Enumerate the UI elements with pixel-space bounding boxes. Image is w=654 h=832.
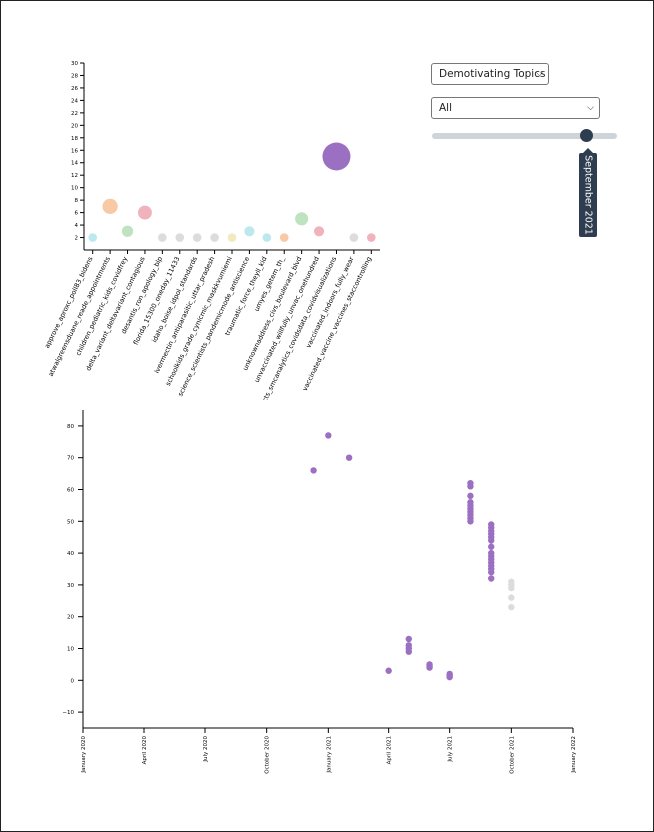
bubble-point — [192, 233, 202, 242]
bubble-point — [88, 233, 98, 242]
x-tick-label: July 2020 — [203, 736, 209, 763]
y-tick-label: 18 — [71, 136, 78, 142]
chevron-down-icon: ⌵ — [536, 69, 543, 79]
scatter-point — [488, 575, 495, 582]
topic-select[interactable]: Demotivating Topics ⌵ — [431, 63, 549, 85]
y-tick-label: 6 — [75, 211, 79, 217]
x-tick-label: January 2021 — [326, 736, 332, 774]
y-tick-label: 8 — [75, 198, 79, 204]
scatter-point — [446, 673, 453, 681]
scatter-point — [488, 543, 495, 550]
y-tick-label: 0 — [71, 678, 75, 684]
y-tick-label: 2 — [75, 236, 79, 242]
scatter-point — [405, 635, 412, 643]
scatter-point — [488, 537, 495, 544]
y-tick-label: 60 — [67, 488, 74, 494]
bubble-point — [158, 233, 167, 242]
topic-select-value: Demotivating Topics — [439, 68, 546, 80]
y-tick-label: 26 — [71, 86, 78, 92]
bubble-point — [322, 142, 351, 171]
slider-tooltip — [579, 153, 597, 237]
y-tick-label: 10 — [71, 186, 78, 192]
timeline-scatter-chart: −10 0 10 20 30 40 50 60 70 80 January 2020 April 20… — [62, 410, 577, 774]
y-tick-label: 4 — [75, 223, 79, 229]
y-tick-label: 24 — [71, 98, 78, 104]
scatter-point — [467, 492, 474, 500]
scatter-point — [405, 648, 412, 655]
bubble-point — [210, 233, 219, 242]
scatter-point — [508, 603, 515, 611]
bubble-point — [137, 205, 152, 220]
scatter-point — [385, 667, 392, 674]
bubble-point — [366, 233, 376, 242]
scatter-point — [467, 518, 474, 525]
y-tick-label: 40 — [67, 551, 74, 557]
scatter-point — [467, 483, 474, 490]
bubble-point — [295, 212, 309, 226]
x-tick-label: April 2021 — [387, 736, 393, 764]
chevron-down-icon: ⌵ — [587, 103, 594, 113]
y-tick-label: 12 — [71, 173, 78, 179]
y-tick-label: 20 — [67, 615, 74, 621]
y-tick-label: 22 — [71, 111, 78, 117]
scatter-point — [345, 454, 353, 461]
bubble-point — [175, 233, 185, 242]
filter-select[interactable]: All ⌵ — [431, 97, 600, 119]
y-tick-label: 30 — [71, 61, 78, 67]
y-tick-label: −10 — [62, 710, 74, 716]
time-slider-thumb[interactable] — [580, 129, 593, 142]
x-tick-label: April 2020 — [142, 736, 148, 765]
bubble-point — [227, 233, 237, 242]
x-tick-label: October 2021 — [509, 736, 515, 774]
y-tick-label: 28 — [71, 73, 78, 79]
topic-bubble-chart: 24681012141618202224262830approve_aproxc… — [43, 61, 380, 400]
y-tick-label: 50 — [67, 519, 74, 525]
y-tick-label: 16 — [71, 148, 78, 154]
y-tick-label: 80 — [67, 424, 74, 430]
scatter-point — [508, 594, 515, 601]
y-tick-label: 20 — [71, 123, 78, 129]
scatter-point — [508, 584, 515, 592]
scatter-point — [325, 432, 332, 439]
x-tick-label: July 2021 — [448, 736, 454, 763]
x-tick-label: January 2022 — [571, 736, 577, 774]
y-tick-label: 70 — [67, 456, 74, 462]
bubble-point — [313, 226, 325, 237]
scatter-point — [426, 664, 433, 671]
y-tick-label: 30 — [67, 583, 74, 589]
slider-tooltip-text-wrap: September 2021 — [579, 153, 597, 237]
x-tick-label: January 2020 — [81, 736, 87, 774]
filter-select-value: All — [439, 102, 453, 114]
time-slider-track[interactable] — [432, 133, 617, 139]
scatter-point — [310, 467, 317, 474]
bubble-point — [244, 226, 255, 237]
bubble-point — [279, 233, 289, 242]
scatter-point — [488, 568, 495, 576]
bubble-point — [121, 225, 134, 237]
y-tick-label: 10 — [67, 647, 74, 653]
bubble-point — [349, 233, 359, 242]
tooltip-arrow — [582, 148, 594, 154]
bubble-point — [102, 198, 118, 215]
bubble-point — [262, 233, 272, 242]
x-tick-label: October 2020 — [265, 736, 271, 774]
y-tick-label: 14 — [71, 161, 78, 167]
slider-tooltip-label: September 2021 — [582, 155, 594, 235]
